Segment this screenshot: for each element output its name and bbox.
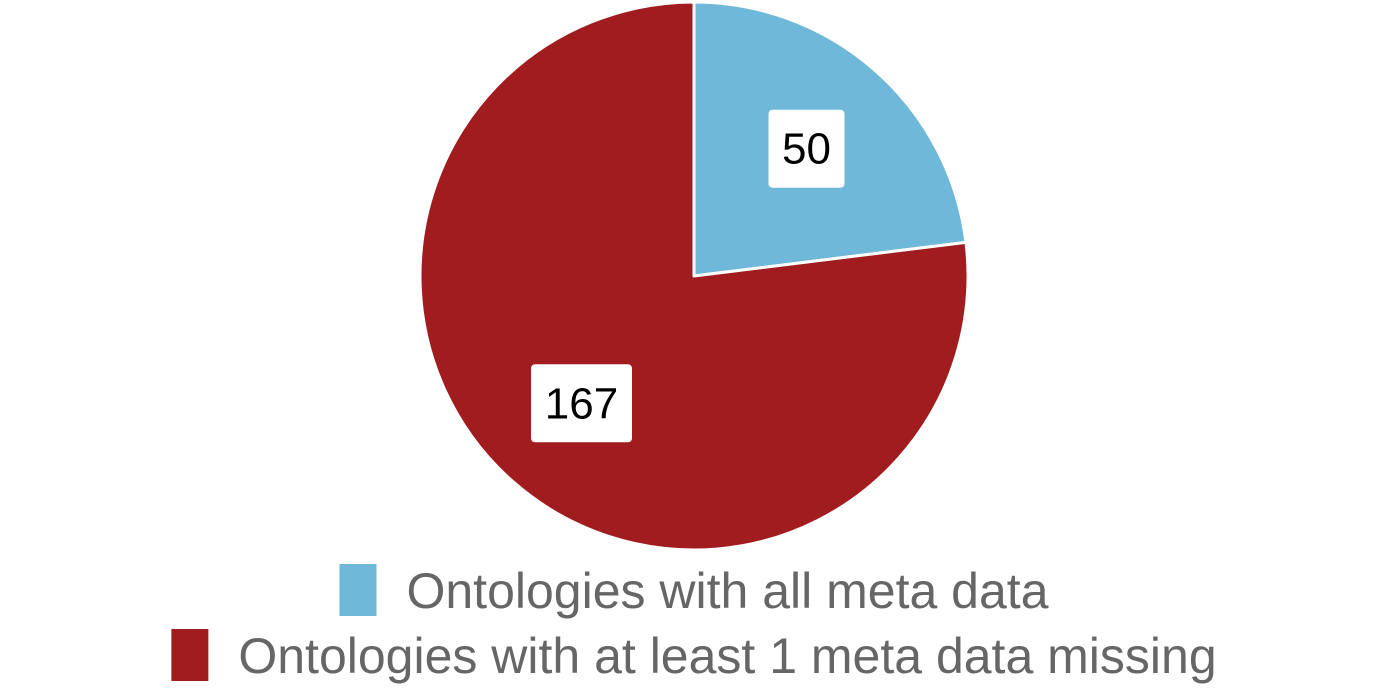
data-label-box — [768, 109, 845, 188]
legend-item-1: Ontologies with all meta data — [339, 563, 1049, 619]
legend-swatch — [339, 564, 377, 616]
data-label-box — [530, 364, 632, 443]
legend: Ontologies with all meta data Ontologies … — [171, 563, 1217, 684]
data-label-value: 50 — [782, 125, 831, 174]
data-label-1: 50 — [768, 109, 845, 188]
legend-label: Ontologies with all meta data — [406, 563, 1048, 619]
pie-slices — [418, 0, 970, 552]
data-label-value: 167 — [545, 379, 618, 428]
legend-swatch — [171, 629, 209, 681]
legend-item-2: Ontologies with at least 1 meta data mis… — [171, 628, 1217, 684]
pie-data-labels: 50 167 — [530, 109, 845, 443]
data-label-2: 167 — [530, 364, 632, 443]
legend-label: Ontologies with at least 1 meta data mis… — [238, 628, 1216, 684]
